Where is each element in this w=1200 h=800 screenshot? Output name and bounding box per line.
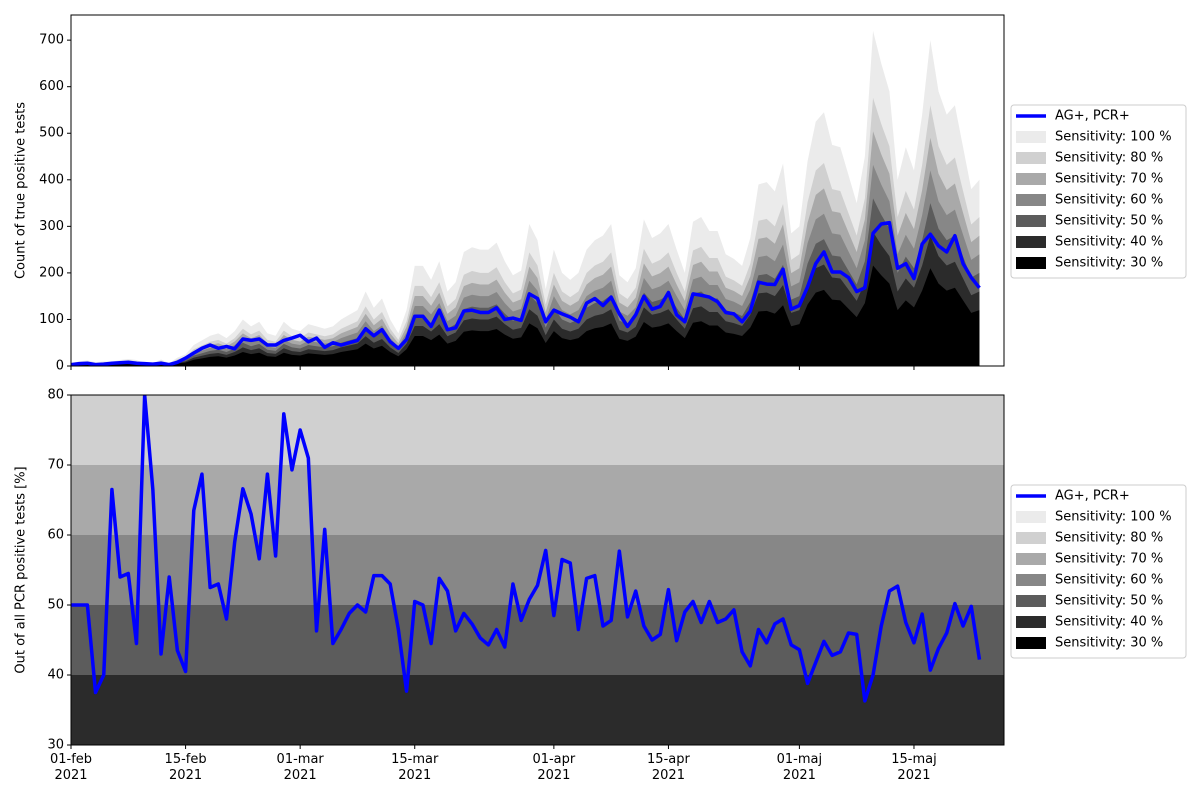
legend-patch [1016, 131, 1046, 143]
legend-patch [1016, 637, 1046, 649]
legend-label: Sensitivity: 70 % [1055, 172, 1163, 187]
y-tick-label: 30 [47, 738, 64, 753]
sensitivity-area [71, 265, 980, 366]
plot-area [71, 30, 981, 366]
plot-area [71, 395, 1004, 745]
y-tick-label: 80 [47, 388, 64, 403]
legend-label: Sensitivity: 50 % [1055, 214, 1163, 229]
legend-label: Sensitivity: 30 % [1055, 256, 1163, 271]
y-tick-label: 60 [47, 528, 64, 543]
x-tick-label: 01-mar 2021 [276, 752, 324, 783]
y-tick-label: 300 [39, 219, 64, 234]
legend: AG+, PCR+ Sensitivity: 100 % Sensitivity: … [1010, 484, 1187, 659]
x-tick-label: 01-feb 2021 [49, 752, 93, 783]
legend-patch [1016, 173, 1046, 185]
y-tick-label: 200 [39, 265, 64, 280]
legend-label: AG+, PCR+ [1055, 489, 1130, 504]
legend-patch [1016, 511, 1046, 523]
y-axis-label: Out of all PCR positive tests [%] [14, 466, 29, 673]
y-tick-label: 70 [47, 458, 64, 473]
y-tick-label: 40 [47, 668, 64, 683]
legend-label: Sensitivity: 100 % [1055, 130, 1172, 145]
axes-frame [70, 14, 1005, 367]
legend-patch [1016, 257, 1046, 269]
y-tick-label: 0 [56, 359, 64, 374]
y-tick-label: 400 [39, 172, 64, 187]
y-tick-label: 700 [39, 33, 64, 48]
legend-label: Sensitivity: 100 % [1055, 510, 1172, 525]
legend-label: Sensitivity: 40 % [1055, 235, 1163, 250]
legend-label: Sensitivity: 50 % [1055, 594, 1163, 609]
axes-frame [70, 394, 1005, 746]
legend-patch [1016, 194, 1046, 206]
legend-patch [1016, 595, 1046, 607]
y-tick-label: 100 [39, 312, 64, 327]
legend-patch [1016, 236, 1046, 248]
legend-box [1010, 484, 1187, 659]
legend-patch [1016, 152, 1046, 164]
x-tick-label: 15-mar 2021 [391, 752, 439, 783]
legend-patch [1016, 616, 1046, 628]
sensitivity-band [71, 395, 1004, 465]
legend-label: Sensitivity: 80 % [1055, 531, 1163, 546]
legend-label: Sensitivity: 40 % [1055, 615, 1163, 630]
sensitivity-band [71, 535, 1004, 605]
legend-label: Sensitivity: 60 % [1055, 193, 1163, 208]
y-axis-label: Count of true positive tests [14, 102, 29, 279]
y-tick-label: 50 [47, 598, 64, 613]
legend-label: Sensitivity: 60 % [1055, 573, 1163, 588]
y-tick-label: 500 [39, 126, 64, 141]
x-tick-label: 01-maj 2021 [776, 752, 823, 783]
data-line [71, 395, 982, 703]
legend-label: Sensitivity: 30 % [1055, 636, 1163, 651]
data-line [71, 220, 981, 366]
legend-box [1010, 104, 1187, 279]
legend-label: Sensitivity: 70 % [1055, 552, 1163, 567]
legend-patch [1016, 574, 1046, 586]
x-tick-label: 01-apr 2021 [532, 752, 576, 783]
legend-patch [1016, 553, 1046, 565]
legend-patch [1016, 532, 1046, 544]
x-tick-label: 15-apr 2021 [647, 752, 690, 783]
legend-patch [1016, 215, 1046, 227]
x-tick-label: 15-feb 2021 [164, 752, 207, 783]
sensitivity-band [71, 675, 1004, 745]
y-tick-label: 600 [39, 79, 64, 94]
legend: AG+, PCR+ Sensitivity: 100 % Sensitivity: … [1010, 104, 1187, 279]
legend-label: Sensitivity: 80 % [1055, 151, 1163, 166]
sensitivity-band [71, 465, 1004, 535]
legend-label: AG+, PCR+ [1055, 109, 1130, 124]
sensitivity-band [71, 605, 1004, 675]
x-tick-label: 15-maj 2021 [891, 752, 937, 783]
